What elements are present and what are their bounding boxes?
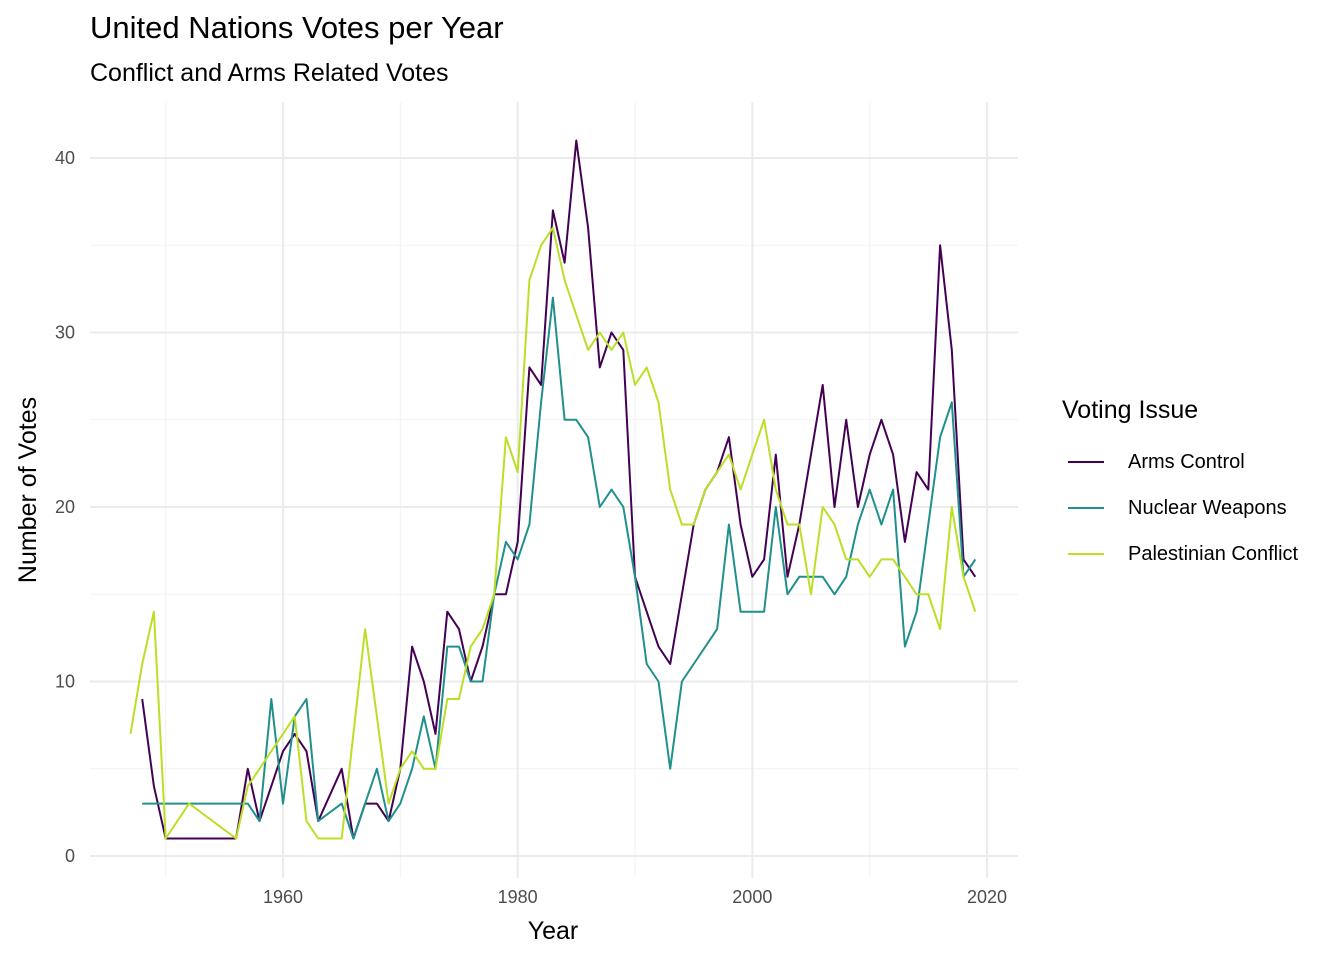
x-axis-ticks: 1960 1980 2000 2020 [263,887,1007,907]
x-tick-label: 2000 [732,887,772,907]
series-line-palestinian-conflict [129,226,977,840]
legend: Voting Issue Arms Control Nuclear Weapons… [1062,396,1298,577]
x-tick-label: 2020 [967,887,1007,907]
series-lines [129,139,977,840]
legend-title: Voting Issue [1062,396,1199,424]
y-axis-title: Number of Votes [14,397,42,583]
y-tick-label: 30 [55,323,75,343]
series-line-nuclear-weapons [142,296,977,840]
legend-label: Arms Control [1128,450,1245,473]
x-axis-title: Year [528,917,579,945]
chart-subtitle: Conflict and Arms Related Votes [90,59,449,87]
legend-label: Palestinian Conflict [1128,542,1299,565]
y-tick-label: 20 [55,497,75,517]
legend-item-nuclear-weapons: Nuclear Weapons [1062,485,1298,531]
legend-item-arms-control: Arms Control [1062,439,1298,485]
legend-key-line [1068,553,1104,555]
legend-item-palestinian-conflict: Palestinian Conflict [1062,531,1298,577]
y-tick-label: 10 [55,672,75,692]
y-axis-ticks: 0 10 20 30 40 [55,148,75,866]
legend-key-line [1068,507,1104,509]
legend-label: Nuclear Weapons [1128,496,1287,519]
y-tick-label: 0 [65,846,75,866]
y-tick-label: 40 [55,148,75,168]
x-tick-label: 1980 [498,887,538,907]
series-line-arms-control [141,139,977,840]
x-tick-label: 1960 [263,887,303,907]
legend-key-line [1068,461,1104,463]
chart-title: United Nations Votes per Year [90,10,504,45]
